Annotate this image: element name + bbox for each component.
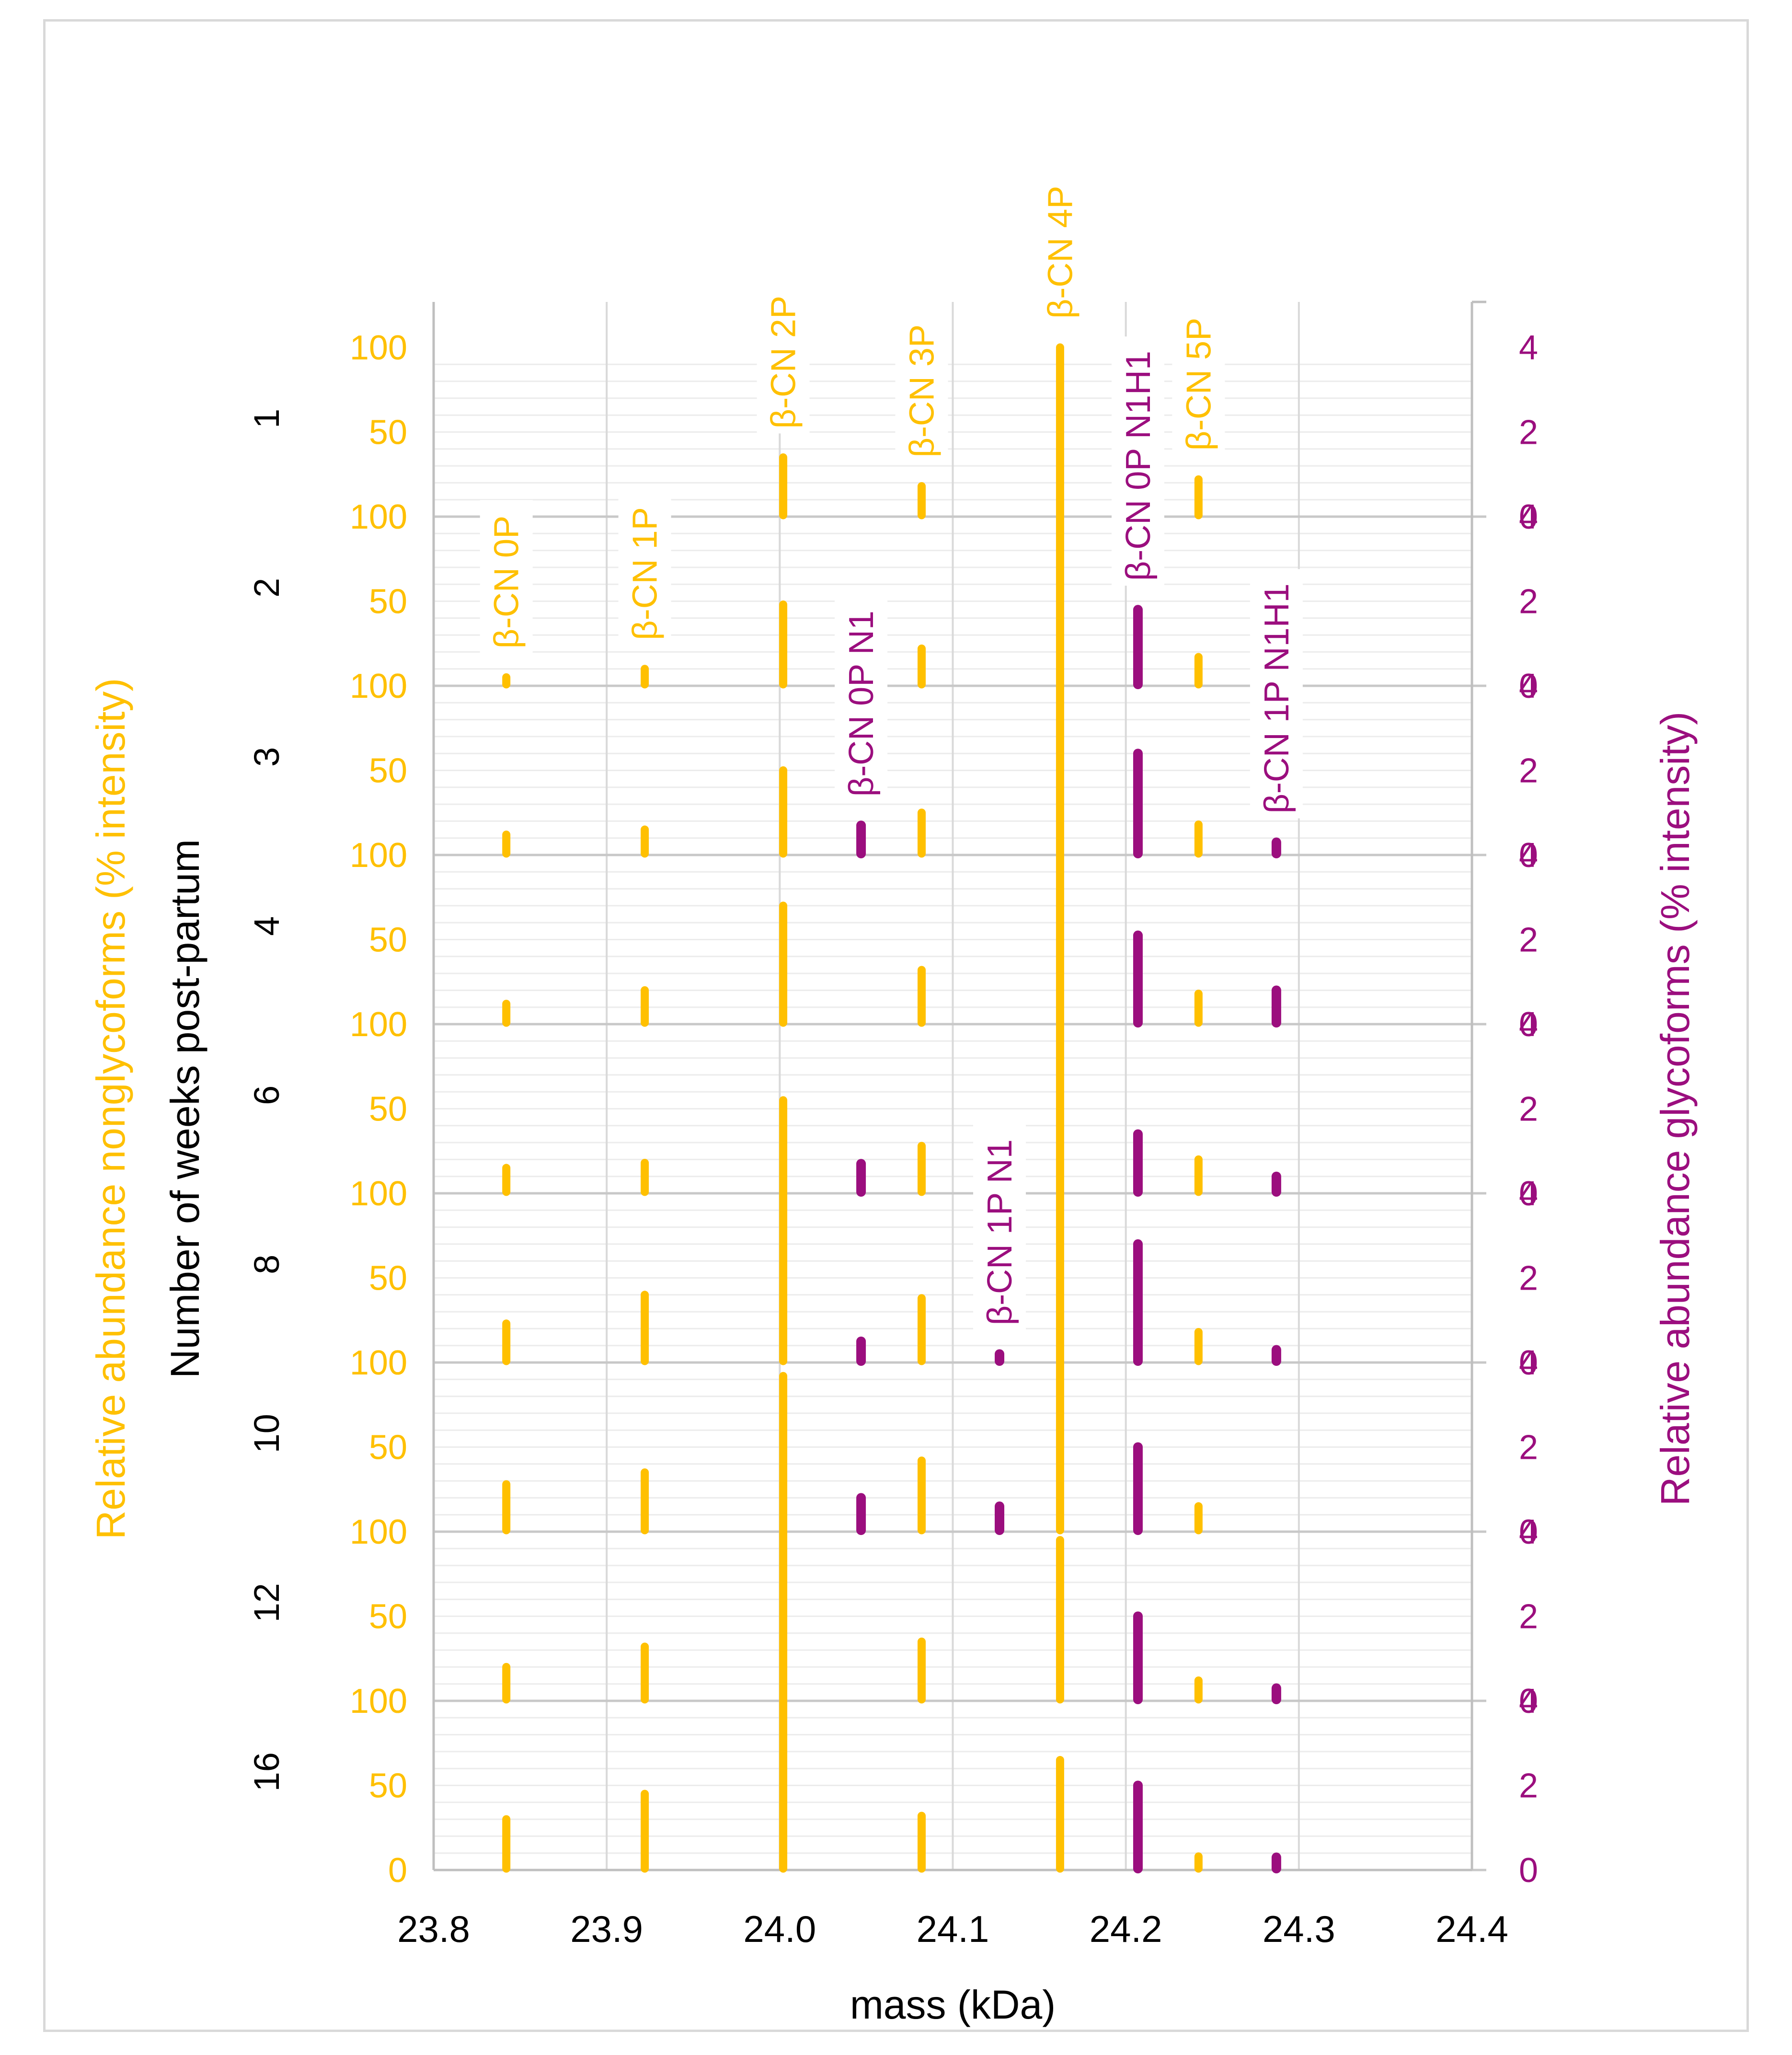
right-tick-label: 2 bbox=[1519, 1259, 1538, 1298]
right-tick-label: 0 bbox=[1519, 498, 1538, 536]
right-tick-label: 0 bbox=[1519, 1682, 1538, 1720]
left-tick-label: 0 bbox=[388, 1513, 407, 1551]
right-tick-label: 2 bbox=[1519, 921, 1538, 959]
x-tick-label: 24.1 bbox=[917, 1908, 989, 1950]
left-tick-label: 100 bbox=[350, 1513, 407, 1551]
x-tick-label: 23.8 bbox=[397, 1908, 470, 1950]
species-label-bg bbox=[973, 1119, 1026, 1330]
left-tick-label: 0 bbox=[388, 1344, 407, 1382]
species-label-bg bbox=[618, 491, 671, 645]
left-axis-title: Relative abundance nonglycoforms (% inte… bbox=[88, 678, 133, 1540]
x-tick-label: 23.9 bbox=[570, 1908, 643, 1950]
left-tick-label: 0 bbox=[388, 1005, 407, 1044]
x-tick-label: 24.2 bbox=[1090, 1908, 1162, 1950]
right-tick-label: 2 bbox=[1519, 1598, 1538, 1636]
panel-label: 4 bbox=[247, 916, 287, 936]
species-label-bg bbox=[1172, 302, 1225, 456]
left-tick-label: 0 bbox=[388, 498, 407, 536]
right-tick-label: 0 bbox=[1519, 1175, 1538, 1213]
right-tick-label: 2 bbox=[1519, 1090, 1538, 1129]
panel-label: 3 bbox=[247, 747, 287, 767]
panel-axis-title: Number of weeks post-partum bbox=[162, 839, 207, 1378]
left-tick-label: 50 bbox=[369, 1767, 407, 1805]
species-label: β-CN 2P bbox=[765, 296, 803, 428]
panel-label: 8 bbox=[247, 1255, 287, 1274]
x-axis-title: mass (kDa) bbox=[850, 1982, 1056, 2027]
right-tick-label: 4 bbox=[1519, 667, 1538, 705]
right-axis-title: Relative abundance glycoforms (% intensi… bbox=[1653, 712, 1698, 1506]
left-tick-label: 0 bbox=[388, 1851, 407, 1890]
left-tick-label: 100 bbox=[350, 836, 407, 875]
species-label: β-CN 0P N1 bbox=[842, 611, 881, 797]
species-label: β-CN 4P bbox=[1041, 186, 1080, 319]
species-label-bg bbox=[1034, 170, 1087, 323]
right-tick-label: 0 bbox=[1519, 1344, 1538, 1382]
left-tick-label: 50 bbox=[369, 921, 407, 959]
left-tick-label: 100 bbox=[350, 667, 407, 705]
right-tick-label: 2 bbox=[1519, 414, 1538, 452]
panel-label: 6 bbox=[247, 1085, 287, 1105]
panel-label: 12 bbox=[247, 1583, 287, 1622]
left-tick-label: 50 bbox=[369, 1598, 407, 1636]
panel-label: 10 bbox=[247, 1414, 287, 1453]
left-tick-label: 50 bbox=[369, 752, 407, 790]
species-label-bg bbox=[480, 500, 533, 654]
species-label: β-CN 0P N1H1 bbox=[1119, 351, 1158, 581]
x-tick-label: 24.0 bbox=[743, 1908, 816, 1950]
left-tick-label: 0 bbox=[388, 836, 407, 875]
right-tick-label: 4 bbox=[1519, 329, 1538, 367]
right-tick-label: 4 bbox=[1519, 836, 1538, 875]
left-tick-label: 100 bbox=[350, 1175, 407, 1213]
right-tick-label: 0 bbox=[1519, 836, 1538, 875]
species-label: β-CN 3P bbox=[903, 324, 941, 457]
left-tick-label: 50 bbox=[369, 1259, 407, 1298]
left-tick-label: 50 bbox=[369, 1429, 407, 1467]
left-tick-label: 50 bbox=[369, 1090, 407, 1129]
left-tick-label: 0 bbox=[388, 1175, 407, 1213]
x-tick-label: 24.3 bbox=[1263, 1908, 1335, 1950]
right-tick-label: 0 bbox=[1519, 1851, 1538, 1890]
right-tick-label: 2 bbox=[1519, 752, 1538, 790]
right-tick-label: 2 bbox=[1519, 1767, 1538, 1805]
right-tick-label: 4 bbox=[1519, 1344, 1538, 1382]
right-tick-label: 4 bbox=[1519, 1175, 1538, 1213]
left-tick-label: 50 bbox=[369, 583, 407, 621]
species-label: β-CN 0P bbox=[488, 516, 526, 648]
panel-label: 2 bbox=[247, 578, 287, 598]
left-tick-label: 50 bbox=[369, 414, 407, 452]
species-label-bg bbox=[895, 309, 948, 462]
species-label-bg bbox=[1250, 569, 1303, 819]
right-tick-label: 4 bbox=[1519, 1682, 1538, 1720]
species-label-bg bbox=[757, 280, 810, 434]
panel-label: 1 bbox=[247, 409, 287, 428]
right-tick-label: 0 bbox=[1519, 1005, 1538, 1044]
left-tick-label: 0 bbox=[388, 667, 407, 705]
left-tick-label: 100 bbox=[350, 329, 407, 367]
x-tick-label: 24.4 bbox=[1436, 1908, 1508, 1950]
right-tick-label: 2 bbox=[1519, 1429, 1538, 1467]
right-tick-label: 4 bbox=[1519, 498, 1538, 536]
species-label: β-CN 5P bbox=[1180, 318, 1218, 450]
left-tick-label: 100 bbox=[350, 498, 407, 536]
species-label: β-CN 1P N1 bbox=[981, 1139, 1019, 1325]
left-tick-label: 100 bbox=[350, 1682, 407, 1720]
left-tick-label: 100 bbox=[350, 1344, 407, 1382]
right-tick-label: 0 bbox=[1519, 1513, 1538, 1551]
right-tick-label: 0 bbox=[1519, 667, 1538, 705]
left-tick-label: 0 bbox=[388, 1682, 407, 1720]
right-tick-label: 4 bbox=[1519, 1005, 1538, 1044]
right-tick-label: 2 bbox=[1519, 583, 1538, 621]
right-tick-label: 4 bbox=[1519, 1513, 1538, 1551]
species-label: β-CN 1P bbox=[626, 507, 665, 640]
panel-label: 16 bbox=[247, 1752, 287, 1791]
species-label: β-CN 1P N1H1 bbox=[1258, 583, 1296, 813]
species-label-bg bbox=[835, 590, 888, 802]
species-label-bg bbox=[1111, 336, 1164, 586]
left-tick-label: 100 bbox=[350, 1005, 407, 1044]
